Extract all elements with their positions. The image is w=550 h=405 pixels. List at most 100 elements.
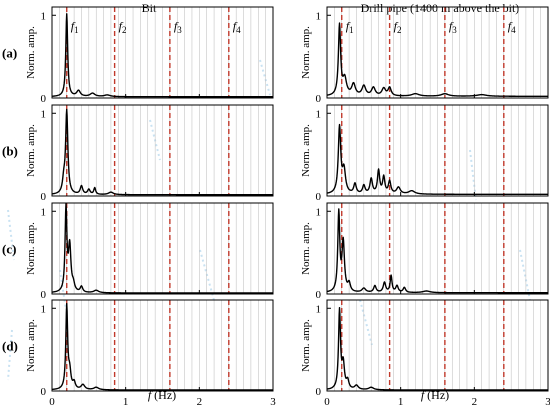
panel-r4c2: 0 1 Norm. amp. 0 1 2 3 bbox=[300, 299, 550, 405]
y-tick-label-r1c1-1: 1 bbox=[41, 10, 47, 22]
x-tick-label-r4c1-3: 3 bbox=[270, 396, 276, 405]
marker-label-symbol: f bbox=[174, 19, 179, 33]
x-axis-label-left: f (Hz) bbox=[148, 388, 176, 402]
panel-frame-r3c1 bbox=[51, 202, 274, 295]
marker-label-f1-r1c1: f1 bbox=[71, 19, 79, 35]
y-axis-label-r2c1: Norm. amp. bbox=[25, 124, 37, 177]
marker-label-subscript: 1 bbox=[349, 25, 354, 35]
panel-frame-r3c2 bbox=[326, 202, 549, 295]
spectrum-line-r2c2 bbox=[326, 123, 549, 196]
y-axis-label-r2c2: Norm. amp. bbox=[300, 124, 312, 177]
x-tick-label-r4c2-1: 1 bbox=[398, 396, 404, 405]
y-tick-label-r2c2-1: 1 bbox=[316, 108, 322, 120]
panel-frame-r4c2 bbox=[326, 299, 549, 392]
marker-label-symbol: f bbox=[346, 19, 351, 33]
smear-stroke-7 bbox=[519, 249, 531, 301]
panel-frame-r2c2 bbox=[326, 104, 549, 197]
marker-label-symbol: f bbox=[233, 19, 238, 33]
column-title-bit: Bit bbox=[142, 1, 157, 15]
marker-label-symbol: f bbox=[508, 19, 513, 33]
x-tick-label-r4c1-1: 1 bbox=[123, 396, 129, 405]
panel-r3c2: 0 1 Norm. amp. bbox=[300, 202, 549, 301]
marker-label-symbol: f bbox=[449, 19, 454, 33]
spectrum-line-r1c1 bbox=[51, 13, 274, 98]
marker-label-subscript: 4 bbox=[511, 25, 516, 35]
marker-label-subscript: 4 bbox=[236, 25, 241, 35]
row-label-4: (d) bbox=[2, 339, 18, 354]
y-tick-label-r2c2-0: 0 bbox=[316, 191, 322, 203]
spectrum-line-r4c2 bbox=[326, 306, 549, 391]
x-tick-label-r4c1-0: 0 bbox=[49, 396, 55, 405]
panel-frame-r2c1 bbox=[51, 104, 274, 197]
row-label-2: (b) bbox=[2, 144, 18, 159]
y-tick-label-r4c2-1: 1 bbox=[316, 303, 322, 315]
marker-label-f4-r1c1: f4 bbox=[233, 19, 241, 35]
row-label-3: (c) bbox=[2, 242, 16, 257]
y-axis-label-r4c2: Norm. amp. bbox=[300, 319, 312, 372]
marker-label-subscript: 3 bbox=[452, 25, 457, 35]
panel-frame-r1c1 bbox=[51, 6, 274, 99]
panel-r4c1: 0 1 Norm. amp. 0 1 2 3 bbox=[25, 299, 276, 405]
y-axis-label-r3c1: Norm. amp. bbox=[25, 222, 37, 275]
x-tick-label-r4c1-2: 2 bbox=[197, 396, 203, 405]
y-tick-label-r3c2-1: 1 bbox=[316, 206, 322, 218]
x-axis-label-right-unit: (Hz) bbox=[424, 388, 449, 402]
marker-label-subscript: 3 bbox=[177, 25, 182, 35]
x-axis-label-right-symbol: f bbox=[421, 388, 426, 402]
x-tick-label-r4c2-0: 0 bbox=[324, 396, 330, 405]
y-tick-label-r2c1-0: 0 bbox=[41, 191, 47, 203]
marker-label-f2-r1c2: f2 bbox=[394, 19, 402, 35]
marker-label-symbol: f bbox=[394, 19, 399, 33]
column-title-drill-pipe: Drill pipe (1400 m above the bit) bbox=[361, 1, 520, 15]
smear-stroke-4 bbox=[259, 59, 271, 96]
y-tick-label-r3c1-1: 1 bbox=[41, 206, 47, 218]
spectrum-line-r3c1 bbox=[51, 202, 274, 294]
panel-r2c2: 0 1 Norm. amp. bbox=[300, 104, 549, 203]
panel-frame-r1c2 bbox=[326, 6, 549, 99]
smear-stroke-1 bbox=[7, 209, 15, 261]
smear-stroke-6 bbox=[469, 149, 477, 201]
marker-label-f3-r1c2: f3 bbox=[449, 19, 457, 35]
smear-stroke-9 bbox=[59, 269, 67, 311]
marker-label-f4-r1c2: f4 bbox=[508, 19, 516, 35]
x-axis-label-left-symbol: f bbox=[148, 388, 153, 402]
y-tick-label-r4c2-0: 0 bbox=[316, 386, 322, 398]
x-tick-label-r4c2-3: 3 bbox=[545, 396, 550, 405]
y-axis-label-r1c2: Norm. amp. bbox=[300, 26, 312, 79]
y-tick-label-r3c1-0: 0 bbox=[41, 289, 47, 301]
y-tick-label-r1c2-1: 1 bbox=[316, 10, 322, 22]
smear-stroke-3 bbox=[199, 249, 215, 301]
y-tick-label-r1c1-0: 0 bbox=[41, 93, 47, 105]
marker-label-subscript: 1 bbox=[74, 25, 79, 35]
marker-label-f3-r1c1: f3 bbox=[174, 19, 182, 35]
spectrum-line-r1c2 bbox=[326, 22, 549, 98]
y-axis-label-r1c1: Norm. amp. bbox=[25, 26, 37, 79]
spectrum-line-r3c2 bbox=[326, 208, 549, 294]
marker-label-f1-r1c2: f1 bbox=[346, 19, 354, 35]
x-axis-label-right: f (Hz) bbox=[421, 388, 449, 402]
panel-r3c1: 0 1 Norm. amp. bbox=[25, 202, 274, 301]
spectrum-line-r4c1 bbox=[51, 302, 274, 391]
marker-label-f2-r1c1: f2 bbox=[119, 19, 127, 35]
row-label-1: (a) bbox=[2, 46, 17, 61]
y-tick-label-r1c2-0: 0 bbox=[316, 93, 322, 105]
marker-label-symbol: f bbox=[119, 19, 124, 33]
x-tick-label-r4c2-2: 2 bbox=[472, 396, 478, 405]
smear-stroke-5 bbox=[359, 299, 373, 346]
marker-label-subscript: 2 bbox=[122, 25, 127, 35]
background-smear bbox=[7, 59, 531, 381]
panel-frame-r4c1 bbox=[51, 299, 274, 392]
marker-label-subscript: 2 bbox=[397, 25, 402, 35]
y-tick-label-r4c1-1: 1 bbox=[41, 303, 47, 315]
smear-stroke-2 bbox=[7, 329, 13, 381]
spectrum-line-r2c1 bbox=[51, 108, 274, 196]
marker-label-symbol: f bbox=[71, 19, 76, 33]
x-axis-label-left-unit: (Hz) bbox=[151, 388, 176, 402]
panel-r2c1: 0 1 Norm. amp. bbox=[25, 104, 274, 203]
y-tick-label-r2c1-1: 1 bbox=[41, 108, 47, 120]
y-axis-label-r4c1: Norm. amp. bbox=[25, 319, 37, 372]
